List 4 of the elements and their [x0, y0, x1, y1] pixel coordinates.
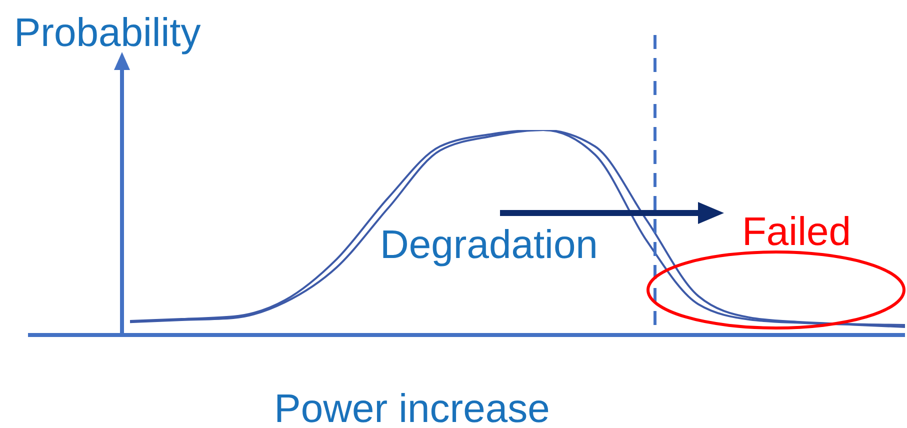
y-axis-title: Probability — [14, 11, 201, 55]
annotation: Failed — [742, 210, 851, 254]
x-axis-title: Power increase — [274, 387, 550, 428]
annotation: Degradation — [380, 223, 598, 267]
